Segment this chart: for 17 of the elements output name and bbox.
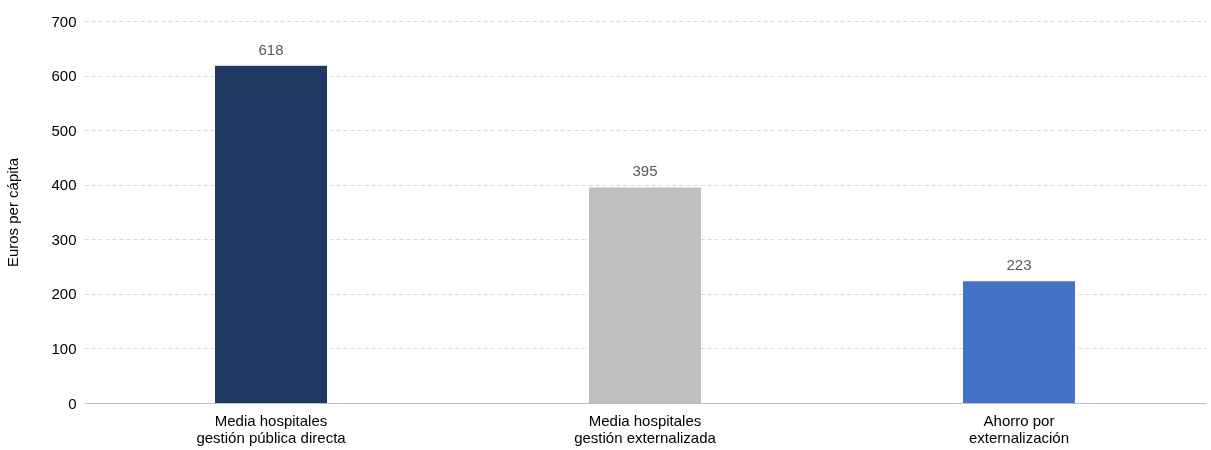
- y-tick-label: 400: [51, 176, 77, 194]
- y-tick-label: 200: [51, 285, 77, 303]
- y-tick-label: 600: [51, 67, 77, 85]
- y-axis-title: Euros per cápita: [4, 157, 22, 268]
- data-label: 395: [632, 162, 658, 180]
- x-tick-label: Ahorro por externalización: [968, 411, 1070, 446]
- x-tick-label: Media hospitales gestión externalizada: [574, 411, 717, 446]
- bar: [215, 65, 327, 403]
- data-label: 223: [1006, 256, 1032, 274]
- y-tick-label: 0: [68, 394, 77, 412]
- x-tick-label: Media hospitales gestión pública directa: [196, 411, 347, 446]
- y-tick-label: 100: [51, 339, 77, 357]
- bar: [963, 281, 1075, 403]
- y-tick-label: 700: [51, 12, 77, 30]
- y-tick-label: 300: [51, 230, 77, 248]
- data-label: 618: [258, 40, 284, 58]
- y-tick-label: 500: [51, 121, 77, 139]
